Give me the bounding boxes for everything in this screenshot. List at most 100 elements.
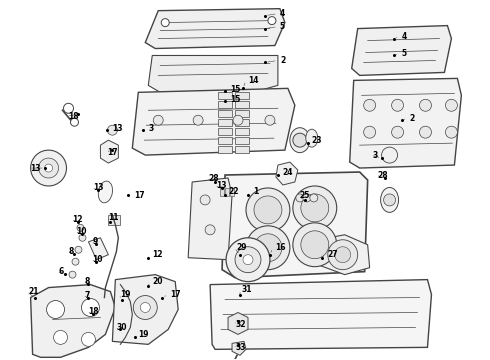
Circle shape bbox=[193, 115, 203, 125]
Text: 18: 18 bbox=[69, 112, 79, 121]
Circle shape bbox=[153, 115, 163, 125]
Text: 8: 8 bbox=[69, 247, 74, 256]
Circle shape bbox=[107, 125, 118, 135]
Text: 10: 10 bbox=[93, 255, 103, 264]
Ellipse shape bbox=[290, 128, 310, 153]
Text: 19: 19 bbox=[138, 330, 149, 339]
Polygon shape bbox=[145, 9, 285, 49]
Polygon shape bbox=[89, 238, 108, 260]
Bar bbox=[218, 146, 232, 153]
Bar bbox=[218, 101, 232, 108]
Text: 22: 22 bbox=[228, 188, 239, 197]
Text: 20: 20 bbox=[152, 277, 163, 286]
Text: 17: 17 bbox=[107, 148, 118, 157]
Circle shape bbox=[301, 194, 329, 222]
Bar bbox=[235, 101, 249, 108]
Circle shape bbox=[243, 255, 253, 265]
Circle shape bbox=[235, 247, 261, 273]
Polygon shape bbox=[148, 55, 278, 92]
Text: 15: 15 bbox=[230, 95, 241, 104]
Text: 32: 32 bbox=[235, 320, 245, 329]
Circle shape bbox=[265, 115, 275, 125]
Bar bbox=[235, 146, 249, 153]
Circle shape bbox=[161, 19, 169, 27]
Circle shape bbox=[268, 17, 276, 24]
Bar bbox=[220, 188, 224, 196]
Polygon shape bbox=[232, 341, 246, 355]
Text: 15: 15 bbox=[230, 85, 241, 94]
Text: 25: 25 bbox=[300, 192, 310, 201]
Text: 9: 9 bbox=[93, 237, 98, 246]
Polygon shape bbox=[276, 162, 298, 185]
Bar bbox=[218, 92, 232, 99]
Bar bbox=[235, 119, 249, 126]
Text: 8: 8 bbox=[84, 277, 90, 286]
Ellipse shape bbox=[98, 181, 113, 203]
Text: 27: 27 bbox=[328, 250, 339, 259]
Bar bbox=[108, 215, 121, 225]
Text: 2: 2 bbox=[410, 114, 415, 123]
Circle shape bbox=[72, 258, 79, 265]
Polygon shape bbox=[350, 78, 462, 168]
Polygon shape bbox=[318, 235, 369, 275]
Circle shape bbox=[71, 118, 78, 126]
Text: 4: 4 bbox=[401, 32, 407, 41]
Text: 28: 28 bbox=[208, 174, 219, 183]
Text: 7: 7 bbox=[84, 291, 90, 300]
Circle shape bbox=[246, 188, 290, 232]
Circle shape bbox=[296, 194, 304, 202]
Text: 2: 2 bbox=[280, 56, 285, 65]
Bar bbox=[235, 137, 249, 144]
Text: 23: 23 bbox=[312, 136, 322, 145]
Circle shape bbox=[133, 296, 157, 319]
Text: 11: 11 bbox=[108, 213, 119, 222]
Text: 28: 28 bbox=[378, 171, 388, 180]
Bar bbox=[218, 128, 232, 135]
Circle shape bbox=[81, 298, 99, 316]
Polygon shape bbox=[30, 285, 115, 357]
Polygon shape bbox=[188, 178, 232, 260]
Bar bbox=[235, 110, 249, 117]
Text: 24: 24 bbox=[282, 167, 293, 176]
Text: 13: 13 bbox=[30, 163, 41, 172]
Text: 5: 5 bbox=[401, 49, 407, 58]
Circle shape bbox=[293, 133, 307, 147]
Circle shape bbox=[254, 234, 282, 262]
Text: 4: 4 bbox=[280, 9, 285, 18]
Text: 5: 5 bbox=[280, 22, 285, 31]
Circle shape bbox=[303, 194, 311, 202]
Bar bbox=[218, 137, 232, 144]
Circle shape bbox=[75, 246, 82, 253]
Bar bbox=[230, 188, 234, 196]
Text: 14: 14 bbox=[248, 76, 259, 85]
Text: 30: 30 bbox=[116, 323, 127, 332]
Circle shape bbox=[140, 302, 150, 312]
Text: 12: 12 bbox=[73, 215, 83, 224]
Text: 3: 3 bbox=[148, 124, 153, 133]
Text: 19: 19 bbox=[121, 290, 131, 299]
Text: 3: 3 bbox=[372, 150, 378, 159]
Polygon shape bbox=[352, 26, 451, 75]
Circle shape bbox=[64, 103, 74, 113]
Text: 21: 21 bbox=[28, 287, 39, 296]
Bar bbox=[235, 128, 249, 135]
Circle shape bbox=[254, 196, 282, 224]
Polygon shape bbox=[112, 275, 178, 345]
Circle shape bbox=[384, 194, 395, 206]
Text: 17: 17 bbox=[170, 290, 181, 299]
Circle shape bbox=[335, 247, 351, 263]
Circle shape bbox=[77, 224, 84, 231]
Circle shape bbox=[233, 115, 243, 125]
Circle shape bbox=[69, 271, 76, 278]
Circle shape bbox=[382, 147, 397, 163]
Circle shape bbox=[30, 150, 67, 186]
Ellipse shape bbox=[381, 188, 398, 212]
Ellipse shape bbox=[306, 129, 318, 147]
Circle shape bbox=[328, 240, 358, 270]
Polygon shape bbox=[132, 88, 295, 155]
Circle shape bbox=[205, 225, 215, 235]
Circle shape bbox=[79, 234, 86, 241]
Text: 33: 33 bbox=[235, 343, 245, 352]
Circle shape bbox=[246, 226, 290, 270]
Text: 17: 17 bbox=[134, 192, 145, 201]
